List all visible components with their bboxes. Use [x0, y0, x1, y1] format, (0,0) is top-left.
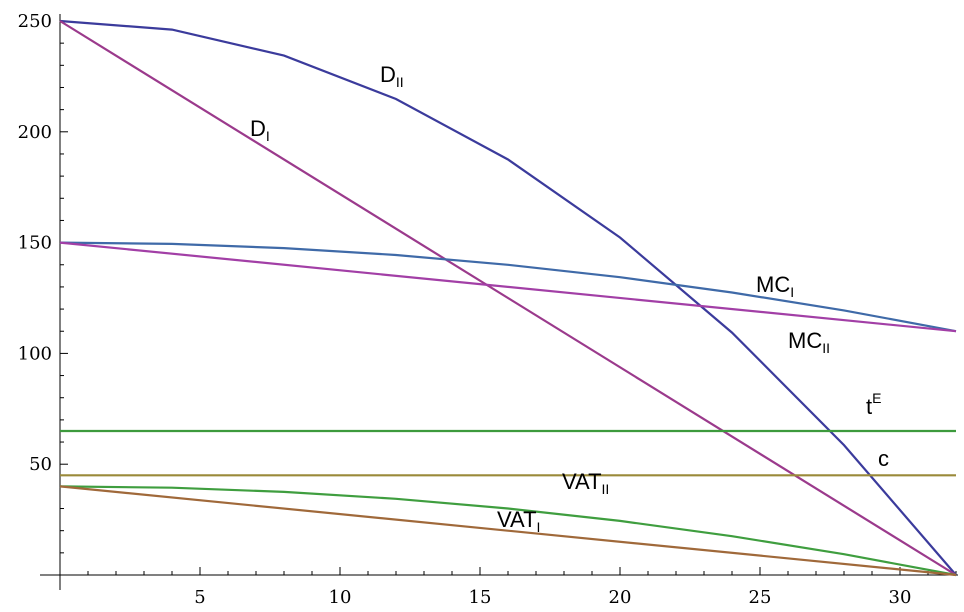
series-mc1-label: MCI: [756, 272, 794, 300]
y-tick-label: 100: [18, 343, 52, 364]
series-d2-line: [59, 19, 957, 576]
series-d1-line: [59, 20, 957, 576]
x-tick-label: 25: [749, 587, 772, 608]
series-mc2-line: [59, 241, 957, 333]
x-tick-label: 15: [469, 587, 492, 608]
y-tick-label: 250: [18, 11, 52, 32]
y-tick-label: 50: [29, 454, 52, 475]
series-vat2-label: VATII: [562, 469, 609, 497]
x-tick-label: 20: [609, 587, 632, 608]
series-te-label: tE: [866, 390, 881, 419]
series-mc1-line: [59, 241, 957, 333]
series-vat1-line: [59, 485, 957, 577]
y-tick-label: 150: [18, 233, 52, 254]
series-d2-label: DII: [380, 62, 404, 90]
y-tick-label: 200: [18, 122, 52, 143]
x-tick-label: 30: [889, 587, 912, 608]
x-tick-label: 5: [194, 587, 205, 608]
curve-labels: DII DI MCI MCII tE c VATII VATI: [250, 62, 889, 535]
series-vat1-label: VATI: [497, 507, 540, 535]
series-group: [59, 19, 957, 577]
series-mc2-label: MCII: [788, 328, 830, 356]
series-vat2-line: [59, 485, 957, 577]
ticks: 5 10 15 20 25 30 50 100 150 200 250: [18, 11, 957, 608]
series-c-label: c: [878, 446, 889, 471]
series-d1-label: DI: [250, 116, 270, 144]
axes: [40, 14, 958, 590]
x-tick-label: 10: [329, 587, 352, 608]
